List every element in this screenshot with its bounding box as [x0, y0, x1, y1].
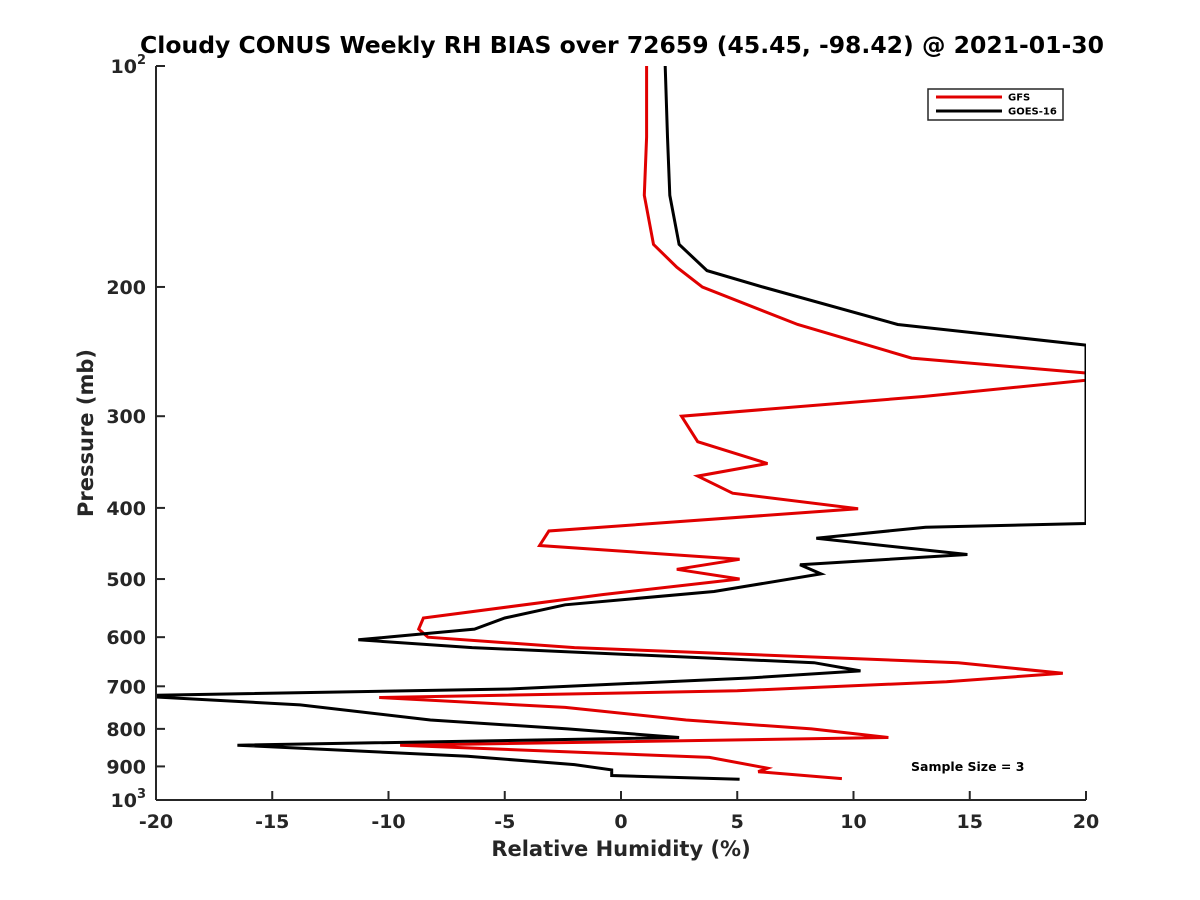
legend-label-goes-16: GOES-16 — [1008, 107, 1057, 118]
axes-layer — [155, 66, 1086, 801]
x-tick-label: 0 — [614, 811, 627, 833]
y-tick-label: 200 — [106, 277, 146, 299]
x-tick-label: 10 — [840, 811, 866, 833]
sample-size-annotation: Sample Size = 3 — [911, 759, 1024, 774]
series-layer — [156, 66, 1086, 781]
x-tick-label: -20 — [139, 811, 173, 833]
y-tick-label: 500 — [106, 569, 146, 591]
x-tick-label: 20 — [1073, 811, 1099, 833]
y-tick-label: 400 — [106, 498, 146, 520]
x-tick-label: -10 — [371, 811, 405, 833]
y-tick-label: 700 — [106, 676, 146, 698]
y-tick-label: 102 — [111, 53, 147, 78]
chart-title: Cloudy CONUS Weekly RH BIAS over 72659 (… — [140, 31, 1104, 59]
y-axis-label: Pressure (mb) — [74, 349, 98, 517]
legend-label-gfs: GFS — [1008, 93, 1030, 104]
x-axis-label: Relative Humidity (%) — [491, 837, 750, 861]
legend-box — [927, 88, 1064, 121]
y-tick-label: 900 — [106, 756, 146, 778]
x-tick-label: 15 — [957, 811, 983, 833]
x-tick-label: -5 — [494, 811, 515, 833]
series-line-goes-16 — [156, 66, 1086, 781]
series-line-gfs — [379, 66, 1086, 781]
y-tick-label: 103 — [111, 787, 147, 812]
x-tick-label: 5 — [731, 811, 744, 833]
y-tick-label: 300 — [106, 406, 146, 428]
y-tick-label: 600 — [106, 627, 146, 649]
ticks-layer: -20 -15 -10 -5 0 5 10 15 20 102 200 300 400 500 600 700… — [106, 53, 1099, 833]
y-tick-label: 800 — [106, 719, 146, 741]
x-tick-label: -15 — [255, 811, 289, 833]
legend: GFS GOES-16 — [927, 88, 1064, 121]
